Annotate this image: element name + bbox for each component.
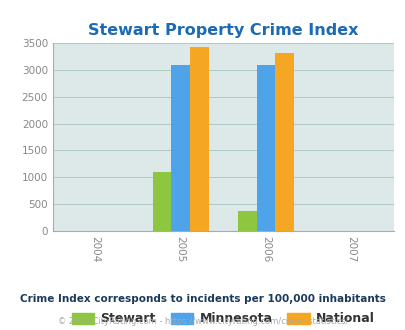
- Bar: [152, 172, 171, 231]
- Text: © 2025 CityRating.com - https://www.cityrating.com/crime-statistics/: © 2025 CityRating.com - https://www.city…: [58, 317, 347, 326]
- Bar: [256, 65, 275, 231]
- Text: Crime Index corresponds to incidents per 100,000 inhabitants: Crime Index corresponds to incidents per…: [20, 294, 385, 304]
- Title: Stewart Property Crime Index: Stewart Property Crime Index: [88, 22, 358, 38]
- Bar: [237, 211, 256, 231]
- Bar: [275, 52, 293, 231]
- Legend: Stewart, Minnesota, National: Stewart, Minnesota, National: [68, 309, 378, 329]
- Bar: [190, 47, 208, 231]
- Bar: [171, 65, 190, 231]
